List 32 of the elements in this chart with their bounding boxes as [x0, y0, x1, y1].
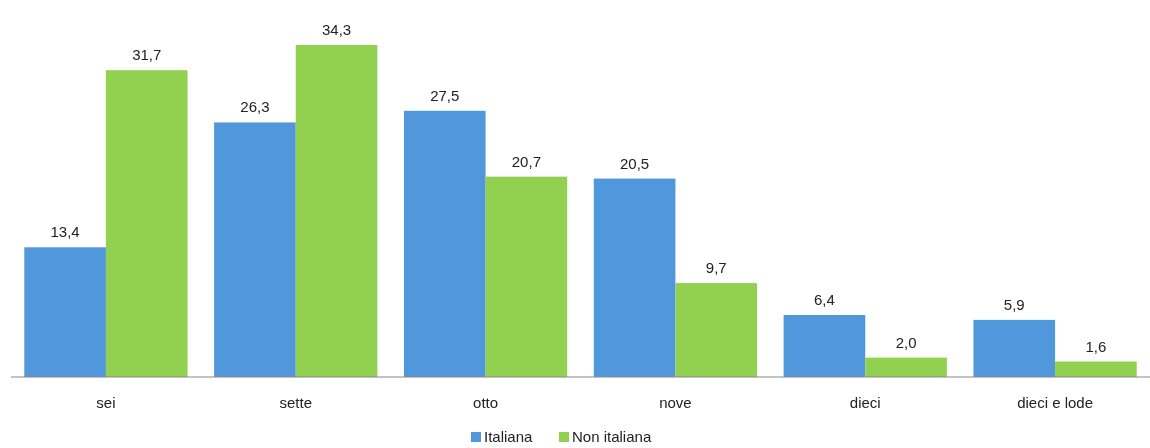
x-tick-label: sette [279, 394, 313, 411]
x-tick-label: nove [659, 394, 692, 411]
x-tick-label: sei [96, 394, 116, 411]
x-tick-label: dieci e lode [1017, 394, 1094, 411]
data-label: 1,6 [1085, 337, 1107, 355]
bar [485, 176, 568, 377]
bar [295, 45, 378, 377]
data-label: 20,7 [511, 152, 541, 170]
data-label: 27,5 [430, 86, 460, 104]
data-label: 34,3 [321, 21, 352, 38]
bar [973, 319, 1056, 377]
data-label: 13,4 [50, 223, 80, 241]
data-label: 31,7 [132, 46, 162, 64]
x-tick-label: otto [473, 394, 499, 411]
data-label: 5,9 [1003, 295, 1025, 313]
bar [593, 178, 676, 377]
x-tick-label: dieci [849, 394, 881, 411]
bar [24, 247, 106, 377]
bar [675, 283, 758, 377]
data-label: 9,7 [705, 259, 727, 277]
bar [214, 122, 296, 377]
bar [1055, 361, 1137, 377]
legend-label: Italiana [484, 428, 534, 445]
bar [865, 357, 947, 377]
data-label: 20,5 [620, 154, 650, 172]
legend-label: Non italiana [572, 428, 652, 445]
data-label: 26,3 [240, 98, 270, 116]
bar [783, 315, 866, 377]
data-label: 2,0 [895, 333, 917, 351]
data-label: 6,4 [814, 291, 835, 309]
bar [403, 110, 486, 377]
bar [105, 70, 188, 377]
